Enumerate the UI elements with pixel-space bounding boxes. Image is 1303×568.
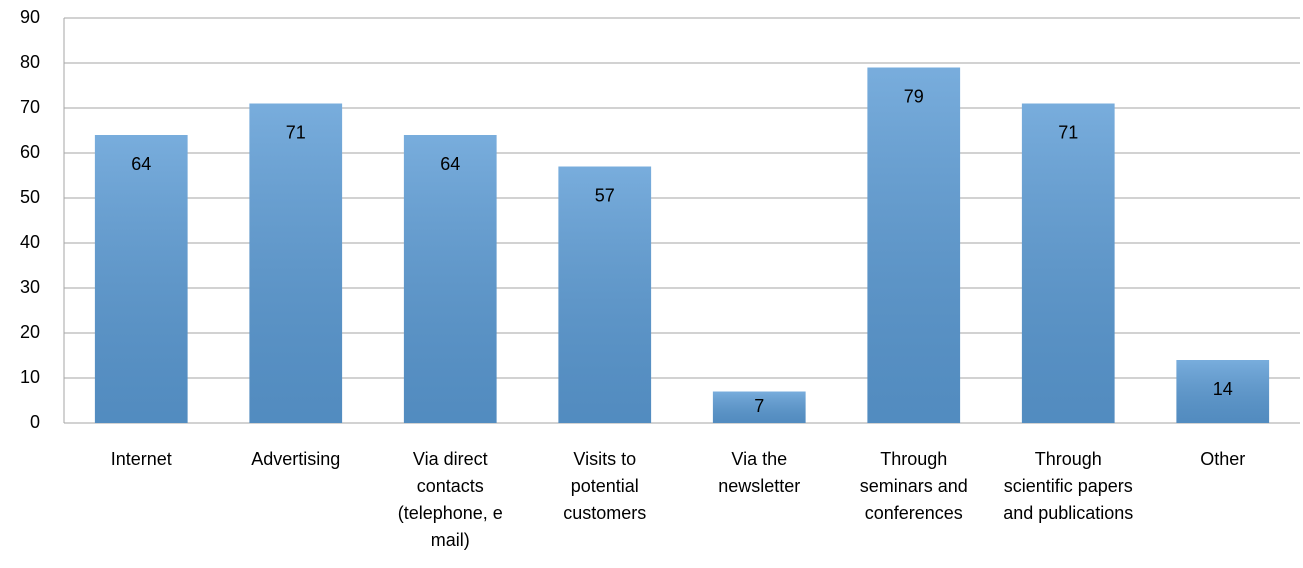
data-label: 14 [1213, 379, 1233, 399]
y-tick-label: 40 [20, 232, 40, 252]
data-label: 57 [595, 185, 615, 205]
x-tick-label: Through seminars and conferences [859, 449, 968, 523]
data-label: 71 [286, 122, 306, 142]
y-tick-label: 0 [30, 412, 40, 432]
x-tick-label: Internet [110, 449, 172, 469]
y-tick-label: 50 [20, 187, 40, 207]
y-tick-label: 10 [20, 367, 40, 387]
bar-shade [712, 391, 806, 423]
x-tick-label: Through scientific papers and publicatio… [1003, 449, 1134, 523]
bar-shade [94, 135, 188, 423]
bar-shade [403, 135, 497, 423]
x-tick-label: Other [1200, 449, 1246, 469]
y-tick-label: 80 [20, 52, 40, 72]
bar-shade [1021, 103, 1115, 423]
y-tick-label: 90 [20, 7, 40, 27]
data-label: 64 [131, 154, 151, 174]
bar-shade [558, 166, 652, 423]
data-label: 64 [440, 154, 460, 174]
x-tick-label: Advertising [251, 449, 341, 469]
bar-shade [867, 67, 961, 423]
y-tick-label: 20 [20, 322, 40, 342]
y-tick-label: 60 [20, 142, 40, 162]
y-tick-label: 70 [20, 97, 40, 117]
bar-shade [1176, 360, 1270, 423]
bar-shade [249, 103, 343, 423]
y-tick-label: 30 [20, 277, 40, 297]
data-label: 79 [904, 86, 924, 106]
x-tick-label: Via the newsletter [718, 449, 801, 496]
data-label: 7 [754, 396, 764, 416]
x-tick-label: Via direct contacts (telephone, e mail) [397, 449, 503, 550]
data-label: 71 [1058, 122, 1078, 142]
x-tick-label: Visits to potential customers [563, 449, 647, 523]
